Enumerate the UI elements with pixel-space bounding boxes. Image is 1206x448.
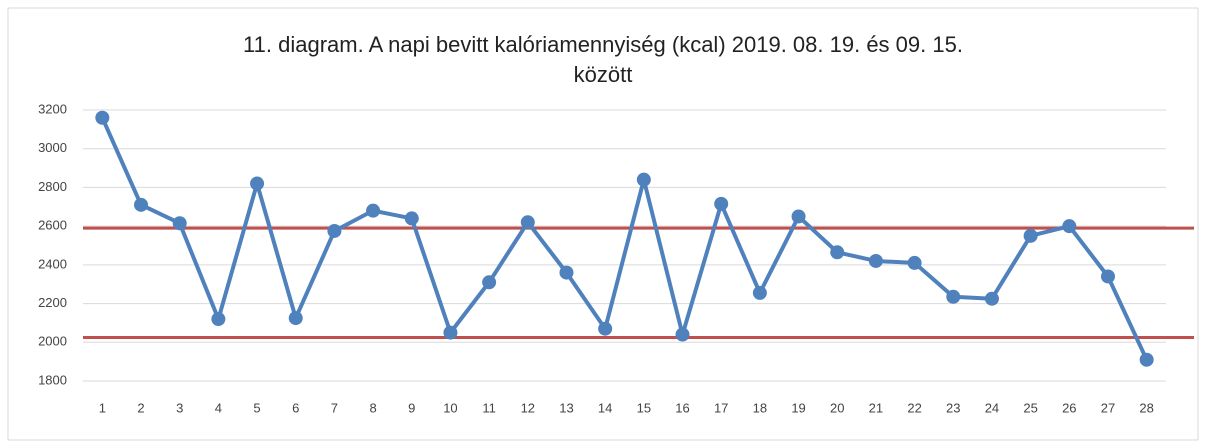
y-tick-label: 2200 bbox=[38, 295, 67, 310]
y-tick-label: 3200 bbox=[38, 101, 67, 116]
data-point bbox=[482, 275, 497, 290]
x-tick-label: 3 bbox=[176, 400, 183, 415]
x-tick-label: 27 bbox=[1101, 400, 1115, 415]
x-tick-label: 8 bbox=[369, 400, 376, 415]
data-point bbox=[636, 172, 651, 187]
data-point bbox=[327, 223, 342, 238]
data-point bbox=[752, 285, 767, 300]
data-point bbox=[443, 325, 458, 340]
x-tick-label: 25 bbox=[1023, 400, 1037, 415]
data-point bbox=[250, 176, 265, 191]
x-tick-label: 28 bbox=[1139, 400, 1153, 415]
data-point bbox=[559, 265, 574, 280]
y-tick-label: 2000 bbox=[38, 334, 67, 349]
chart-title: 11. diagram. A napi bevitt kalóriamennyi… bbox=[243, 32, 963, 87]
data-point bbox=[404, 211, 419, 226]
x-tick-label: 20 bbox=[830, 400, 844, 415]
y-tick-label: 1800 bbox=[38, 372, 67, 387]
x-tick-label: 16 bbox=[675, 400, 689, 415]
x-tick-label: 4 bbox=[215, 400, 222, 415]
data-point bbox=[984, 291, 999, 306]
x-tick-label: 14 bbox=[598, 400, 612, 415]
y-tick-label: 3000 bbox=[38, 140, 67, 155]
x-tick-label: 9 bbox=[408, 400, 415, 415]
x-tick-label: 7 bbox=[331, 400, 338, 415]
x-tick-label: 24 bbox=[985, 400, 999, 415]
chart-frame bbox=[7, 7, 1199, 441]
data-point bbox=[520, 215, 535, 230]
x-tick-label: 5 bbox=[253, 400, 260, 415]
data-point bbox=[907, 255, 922, 270]
x-tick-label: 10 bbox=[443, 400, 457, 415]
data-point bbox=[134, 197, 149, 212]
data-point bbox=[675, 327, 690, 342]
data-point bbox=[1023, 228, 1038, 243]
data-point bbox=[830, 245, 845, 260]
data-point bbox=[598, 321, 613, 336]
data-point bbox=[95, 110, 110, 125]
x-tick-label: 19 bbox=[791, 400, 805, 415]
data-point bbox=[868, 253, 883, 268]
x-tick-label: 1 bbox=[99, 400, 106, 415]
x-tick-label: 11 bbox=[482, 400, 496, 415]
x-tick-label: 21 bbox=[869, 400, 883, 415]
x-tick-label: 2 bbox=[137, 400, 144, 415]
x-tick-label: 22 bbox=[907, 400, 921, 415]
x-tick-label: 26 bbox=[1062, 400, 1076, 415]
y-tick-label: 2600 bbox=[38, 218, 67, 233]
data-point bbox=[288, 311, 303, 326]
data-point bbox=[172, 216, 187, 231]
data-line bbox=[100, 116, 1149, 361]
data-point bbox=[946, 289, 961, 304]
x-tick-label: 17 bbox=[714, 400, 728, 415]
data-point bbox=[791, 209, 806, 224]
x-tick-label: 13 bbox=[559, 400, 573, 415]
x-tick-label: 23 bbox=[946, 400, 960, 415]
data-point bbox=[1100, 269, 1115, 284]
x-tick-label: 15 bbox=[637, 400, 651, 415]
data-point bbox=[714, 196, 729, 211]
x-tick-label: 6 bbox=[292, 400, 299, 415]
data-point bbox=[366, 203, 381, 218]
y-tick-label: 2800 bbox=[38, 179, 67, 194]
x-tick-label: 12 bbox=[521, 400, 535, 415]
y-tick-label: 2400 bbox=[38, 256, 67, 271]
data-point bbox=[1062, 219, 1077, 234]
x-tick-label: 18 bbox=[753, 400, 767, 415]
data-point bbox=[211, 312, 226, 327]
data-point bbox=[1139, 352, 1154, 367]
